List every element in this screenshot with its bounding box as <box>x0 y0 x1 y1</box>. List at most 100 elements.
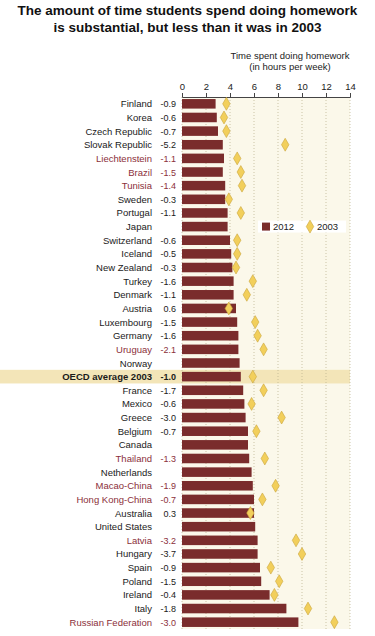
bar <box>182 495 254 505</box>
marker <box>275 575 282 588</box>
bar <box>182 576 261 586</box>
marker <box>233 247 240 260</box>
bar <box>182 590 270 600</box>
category-label: Thailand <box>116 453 152 464</box>
change-label: -0.6 <box>160 236 176 246</box>
legend: 2012 2003 <box>258 220 346 233</box>
marker <box>267 561 274 574</box>
category-label: Brazil <box>128 167 152 178</box>
marker <box>238 179 245 192</box>
title: is substantial, but less than it was in … <box>54 20 322 35</box>
category-label: Finland <box>121 98 152 109</box>
legend-label: 2003 <box>317 221 338 232</box>
tick: 10 <box>297 81 308 97</box>
grid-line <box>278 97 279 629</box>
marks <box>182 97 338 628</box>
marker <box>261 452 268 465</box>
bar <box>182 99 216 109</box>
change-label: -5.2 <box>160 140 176 150</box>
tick: 12 <box>321 81 332 97</box>
marker <box>259 493 266 506</box>
plot-background <box>182 97 350 629</box>
change-label: -3.0 <box>160 413 176 423</box>
tick-mark <box>254 93 255 97</box>
bar <box>182 604 286 614</box>
category-label: Slovak Republic <box>84 139 152 150</box>
bar <box>182 235 230 245</box>
bar <box>182 426 248 436</box>
legend-background <box>258 221 346 233</box>
tick-label: 12 <box>321 81 332 92</box>
category-label: Canada <box>119 439 153 450</box>
marker <box>254 329 261 342</box>
axis-title: Time spent doing homework <box>231 50 350 61</box>
category-label: Italy <box>135 603 153 614</box>
change-label: -1.0 <box>160 372 176 382</box>
bar <box>182 549 258 559</box>
category-label: Hong Kong-China <box>76 494 152 505</box>
bar <box>182 167 223 177</box>
category-label: Iceland <box>121 248 152 259</box>
change-label: -1.1 <box>160 290 176 300</box>
change-label: -1.1 <box>160 154 176 164</box>
change-label: -0.9 <box>160 563 176 573</box>
marker <box>225 193 232 206</box>
tick-mark <box>302 93 303 97</box>
category-label: Portugal <box>117 207 152 218</box>
category-label: Norway <box>120 358 152 369</box>
chart: The amount of time students spend doing … <box>0 0 375 636</box>
tick: 6 <box>252 81 257 97</box>
grid-line <box>326 97 327 629</box>
tick-label: 2 <box>204 81 209 92</box>
change-label: -2.1 <box>160 345 176 355</box>
bar <box>182 113 217 123</box>
category-label: Macao-China <box>96 480 153 491</box>
change-label: -1.3 <box>160 454 176 464</box>
bar <box>182 154 224 164</box>
marker <box>237 207 244 220</box>
bar <box>182 440 248 450</box>
marker <box>251 316 258 329</box>
tick-mark <box>278 93 279 97</box>
tick-mark <box>350 93 351 97</box>
marker <box>237 166 244 179</box>
marker <box>278 411 285 424</box>
tick-label: 4 <box>228 81 233 92</box>
bar <box>182 222 228 232</box>
category-label: Germany <box>113 330 152 341</box>
change-label: -0.9 <box>160 99 176 109</box>
tick-label: 6 <box>252 81 257 92</box>
tick: 2 <box>204 81 209 97</box>
category-label: France <box>122 385 152 396</box>
change-label: -0.4 <box>160 590 176 600</box>
change-label: 0.6 <box>163 304 176 314</box>
marker <box>247 507 254 520</box>
tick: 14 <box>345 81 356 97</box>
marker <box>298 548 305 561</box>
marker <box>253 425 260 438</box>
change-label: -3.2 <box>160 536 176 546</box>
change-label: -3.0 <box>160 618 176 628</box>
legend-label: 2012 <box>273 221 294 232</box>
category-label: Mexico <box>122 398 152 409</box>
change-label: -1.4 <box>160 181 176 191</box>
change-label: -1.5 <box>160 168 176 178</box>
category-label: Uruguay <box>116 344 152 355</box>
marker <box>223 97 230 110</box>
marker <box>260 384 267 397</box>
change-label: -1.9 <box>160 481 176 491</box>
tick-mark <box>182 93 183 97</box>
category-label: Latvia <box>127 535 153 546</box>
bar <box>182 331 238 341</box>
tick: 0 <box>180 81 185 97</box>
marker <box>233 152 240 165</box>
legend-swatch <box>262 223 270 231</box>
marker <box>292 534 299 547</box>
change-label: -0.3 <box>160 195 176 205</box>
tick-label: 0 <box>180 81 185 92</box>
marker <box>281 138 288 151</box>
change-label: -1.6 <box>160 331 176 341</box>
bar <box>182 195 225 205</box>
tick-mark <box>326 93 327 97</box>
tick-mark <box>230 93 231 97</box>
